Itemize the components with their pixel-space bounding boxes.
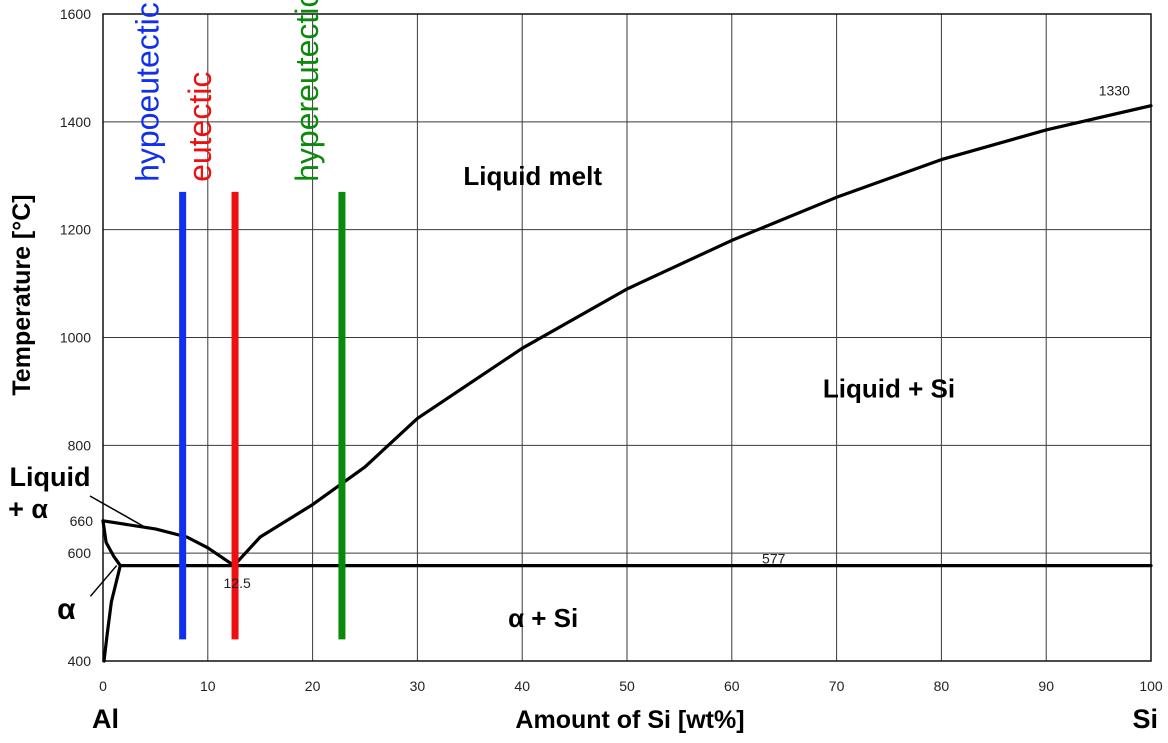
x-tick-label: 10 <box>200 678 216 694</box>
annotation-label: 12.5 <box>224 575 251 591</box>
y-axis-label: Temperature [°C] <box>8 194 36 395</box>
annotation-label: 660 <box>70 513 94 529</box>
x-tick-label: 90 <box>1038 678 1054 694</box>
alpha-pointer-line <box>89 565 118 597</box>
callout-label-line2: + α <box>8 494 48 524</box>
x-tick-label: 70 <box>829 678 845 694</box>
tick-labels: 0 10 20 30 40 50 60 70 80 90 100 400 600 800 1000 1200 1… <box>60 6 1163 694</box>
y-tick-label: 1000 <box>60 330 91 346</box>
composition-label-hypereutectic: hypereutectic <box>289 0 325 182</box>
y-tick-label: 400 <box>68 653 92 669</box>
y-tick-label: 800 <box>68 437 92 453</box>
region-label: Liquid melt <box>463 161 602 191</box>
region-labels: 577 12.5 1330 660 Liquid melt Liquid + Si α + … <box>8 83 1130 633</box>
y-tick-label: 1200 <box>60 222 91 238</box>
y-tick-label: 1400 <box>60 114 91 130</box>
x-tick-label: 30 <box>410 678 426 694</box>
phase-boundaries <box>101 104 1153 663</box>
y-tick-label: 1600 <box>60 6 91 22</box>
x-tick-label: 80 <box>934 678 950 694</box>
phase-curve-liquidus-si-side <box>232 104 1153 568</box>
y-tick-label: 600 <box>68 545 92 561</box>
region-label: α <box>57 593 76 626</box>
x-axis-label: Amount of Si [wt%] <box>515 706 744 734</box>
plot-frame <box>102 13 1152 662</box>
x-tick-label: 40 <box>514 678 530 694</box>
phase-curve-solvus <box>102 563 122 663</box>
region-label: α + Si <box>508 603 578 633</box>
x-tick-label: 20 <box>305 678 321 694</box>
annotation-label: 577 <box>762 551 786 567</box>
x-tick-label: 60 <box>724 678 740 694</box>
phase-curve-liquidus-al-side <box>101 519 236 568</box>
composition-label-eutectic: eutectic <box>182 72 218 182</box>
composition-label-hypoeutectic: hypoeutectic <box>130 2 166 182</box>
x-tick-label: 0 <box>99 678 107 694</box>
callout-pointer-line <box>89 495 149 530</box>
x-tick-label: 50 <box>619 678 635 694</box>
region-label: Liquid + Si <box>823 374 955 404</box>
annotation-label: 1330 <box>1099 83 1130 99</box>
x-tick-label: 100 <box>1139 678 1163 694</box>
callout-label-line1: Liquid <box>10 462 91 492</box>
composition-lines: hypoeutectic eutectic hypereutectic <box>130 0 346 640</box>
grid <box>102 13 1152 662</box>
si-end-label: Si <box>1132 704 1158 734</box>
phase-curve-solidus <box>101 519 122 568</box>
al-end-label: Al <box>92 704 119 734</box>
